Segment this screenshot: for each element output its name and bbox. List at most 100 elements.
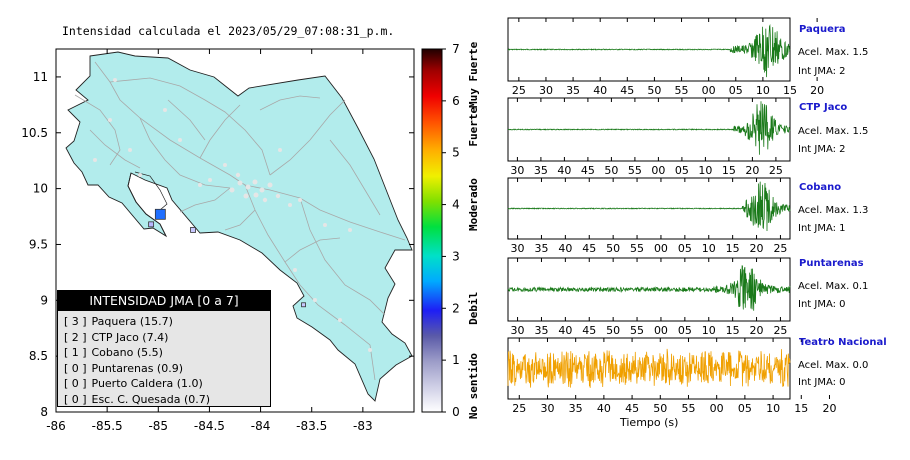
station-int-jma: Int JMA: 0	[798, 299, 846, 310]
time-tick-label: 55	[681, 402, 695, 415]
time-tick-label: 00	[654, 242, 668, 255]
time-tick-label: 40	[558, 242, 572, 255]
legend-row: [ 0 ] Esc. C. Quesada (0.7)	[58, 392, 270, 408]
costa-rica-land	[65, 51, 413, 402]
colorbar-category-label: Debil	[467, 292, 480, 325]
waveform-panel: 25 30 35 40 45 50 55 00 05 10 15 20	[507, 337, 836, 415]
time-tick-label: 30	[510, 164, 524, 177]
time-tick-label: 50	[604, 164, 618, 177]
time-tick-label: 05	[678, 324, 692, 337]
time-tick-label: 45	[582, 324, 596, 337]
time-tick-label: 15	[783, 84, 797, 97]
lat-tick-label: 8	[40, 405, 48, 419]
colorbar-tick-label: 3	[452, 249, 460, 263]
time-tick-label: 40	[557, 164, 571, 177]
waveform-panel: 30 35 40 45 50 55 00 05 10 15 20 25	[507, 177, 791, 255]
legend-level: [ 3 ]	[64, 315, 87, 328]
station-acel-max: Acel. Max. 0.1	[798, 281, 869, 292]
lon-tick-label: -83	[353, 419, 373, 433]
time-tick-label: 45	[581, 164, 595, 177]
time-tick-label: 05	[738, 402, 752, 415]
time-tick-label: 25	[773, 242, 787, 255]
time-tick-label: 30	[540, 402, 554, 415]
lon-tick-label: -85	[148, 419, 168, 433]
legend-level: [ 2 ]	[64, 330, 87, 344]
station-markers	[148, 208, 306, 308]
station-name: Paquera	[799, 24, 846, 35]
time-tick-label: 05	[729, 84, 743, 97]
time-tick-label: 00	[710, 402, 724, 415]
colorbar-tick-label: 1	[452, 353, 460, 367]
time-tick-label: 25	[512, 84, 526, 97]
time-tick-label: 55	[628, 164, 642, 177]
time-tick-label: 55	[630, 242, 644, 255]
legend-label: Paquera (15.7)	[91, 315, 173, 328]
time-tick-label: 40	[597, 402, 611, 415]
station-name: Teatro Nacional	[799, 337, 887, 348]
station-int-jma: Int JMA: 2	[798, 144, 846, 155]
time-tick-label: 15	[726, 324, 740, 337]
colorbar-tick-label: 4	[452, 198, 460, 212]
legend-row: [ 1 ] Cobano (5.5)	[58, 345, 270, 361]
time-tick-label: 05	[678, 242, 692, 255]
time-tick-label: 50	[653, 402, 667, 415]
time-tick-label: 25	[769, 164, 783, 177]
station-acel-max: Acel. Max. 1.3	[798, 205, 869, 216]
station-marker	[301, 302, 306, 308]
gulf-nicoya-coast	[127, 172, 167, 237]
station-acel-max: Acel. Max. 0.0	[798, 360, 869, 371]
time-tick-label: 55	[630, 324, 644, 337]
time-tick-label: 30	[511, 242, 525, 255]
time-tick-label: 10	[702, 242, 716, 255]
waveform-panel: 30 35 40 45 50 55 00 05 10 15 20 25	[507, 97, 791, 177]
colorbar-ticks: 7 6 5 4 3 2 1 0	[442, 42, 460, 419]
lon-tick-label: -85.5	[92, 419, 123, 433]
time-tick-label: 45	[620, 84, 634, 97]
waveform-panel: 30 35 40 45 50 55 00 05 10 15 20 25	[507, 257, 791, 337]
legend-label: Puerto Caldera (1.0)	[91, 377, 203, 391]
colorbar-category-label: No sentido	[467, 353, 480, 420]
colorbar-tick-label: 6	[452, 94, 460, 108]
station-marker	[190, 227, 196, 233]
time-tick-label: 05	[675, 164, 689, 177]
legend-label: Cobano (5.5)	[91, 346, 163, 360]
time-tick-label: 15	[794, 402, 808, 415]
time-tick-label: 15	[722, 164, 736, 177]
time-tick-label: 20	[745, 164, 759, 177]
legend-label: Esc. C. Quesada (0.7)	[91, 392, 211, 406]
time-tick-label: 10	[766, 402, 780, 415]
time-tick-label: 10	[702, 324, 716, 337]
station-name: Cobano	[799, 182, 842, 193]
lon-tick-label: -86	[46, 419, 66, 433]
time-tick-label: 35	[534, 242, 548, 255]
colorbar	[421, 48, 443, 413]
legend-level: [ 0 ]	[64, 361, 87, 375]
time-tick-label: 45	[625, 402, 639, 415]
station-marker	[148, 221, 155, 228]
waveform-trace	[507, 24, 791, 78]
colorbar-tick-label: 2	[452, 301, 460, 315]
time-tick-label: 50	[606, 324, 620, 337]
time-tick-label: 35	[534, 164, 548, 177]
time-tick-label: 00	[654, 324, 668, 337]
legend-level: [ 0 ]	[64, 392, 87, 406]
colorbar-category-label: Fuerte	[467, 107, 480, 147]
legend-label: Puntarenas (0.9)	[91, 361, 184, 375]
station-name: Puntarenas	[799, 258, 864, 269]
station-marker	[154, 208, 166, 220]
time-tick-label: 30	[539, 84, 553, 97]
time-tick-label: 00	[651, 164, 665, 177]
time-tick-label: 20	[810, 84, 824, 97]
station-info-column: Paquera Acel. Max. 1.5 Int JMA: 2 CTP Ja…	[796, 0, 910, 460]
legend-row: [ 2 ] CTP Jaco (7.4)	[58, 330, 270, 346]
lon-tick-label: -83.5	[296, 419, 327, 433]
lat-tick-label: 8.5	[29, 349, 48, 363]
intensity-legend: INTENSIDAD JMA [0 a 7] [ 3 ] Paquera (15…	[57, 290, 271, 407]
time-tick-label: 10	[698, 164, 712, 177]
colorbar-tick-label: 0	[452, 405, 460, 419]
road-network	[74, 61, 406, 381]
time-tick-label: 00	[702, 84, 716, 97]
lon-tick-label: -84.5	[194, 419, 225, 433]
